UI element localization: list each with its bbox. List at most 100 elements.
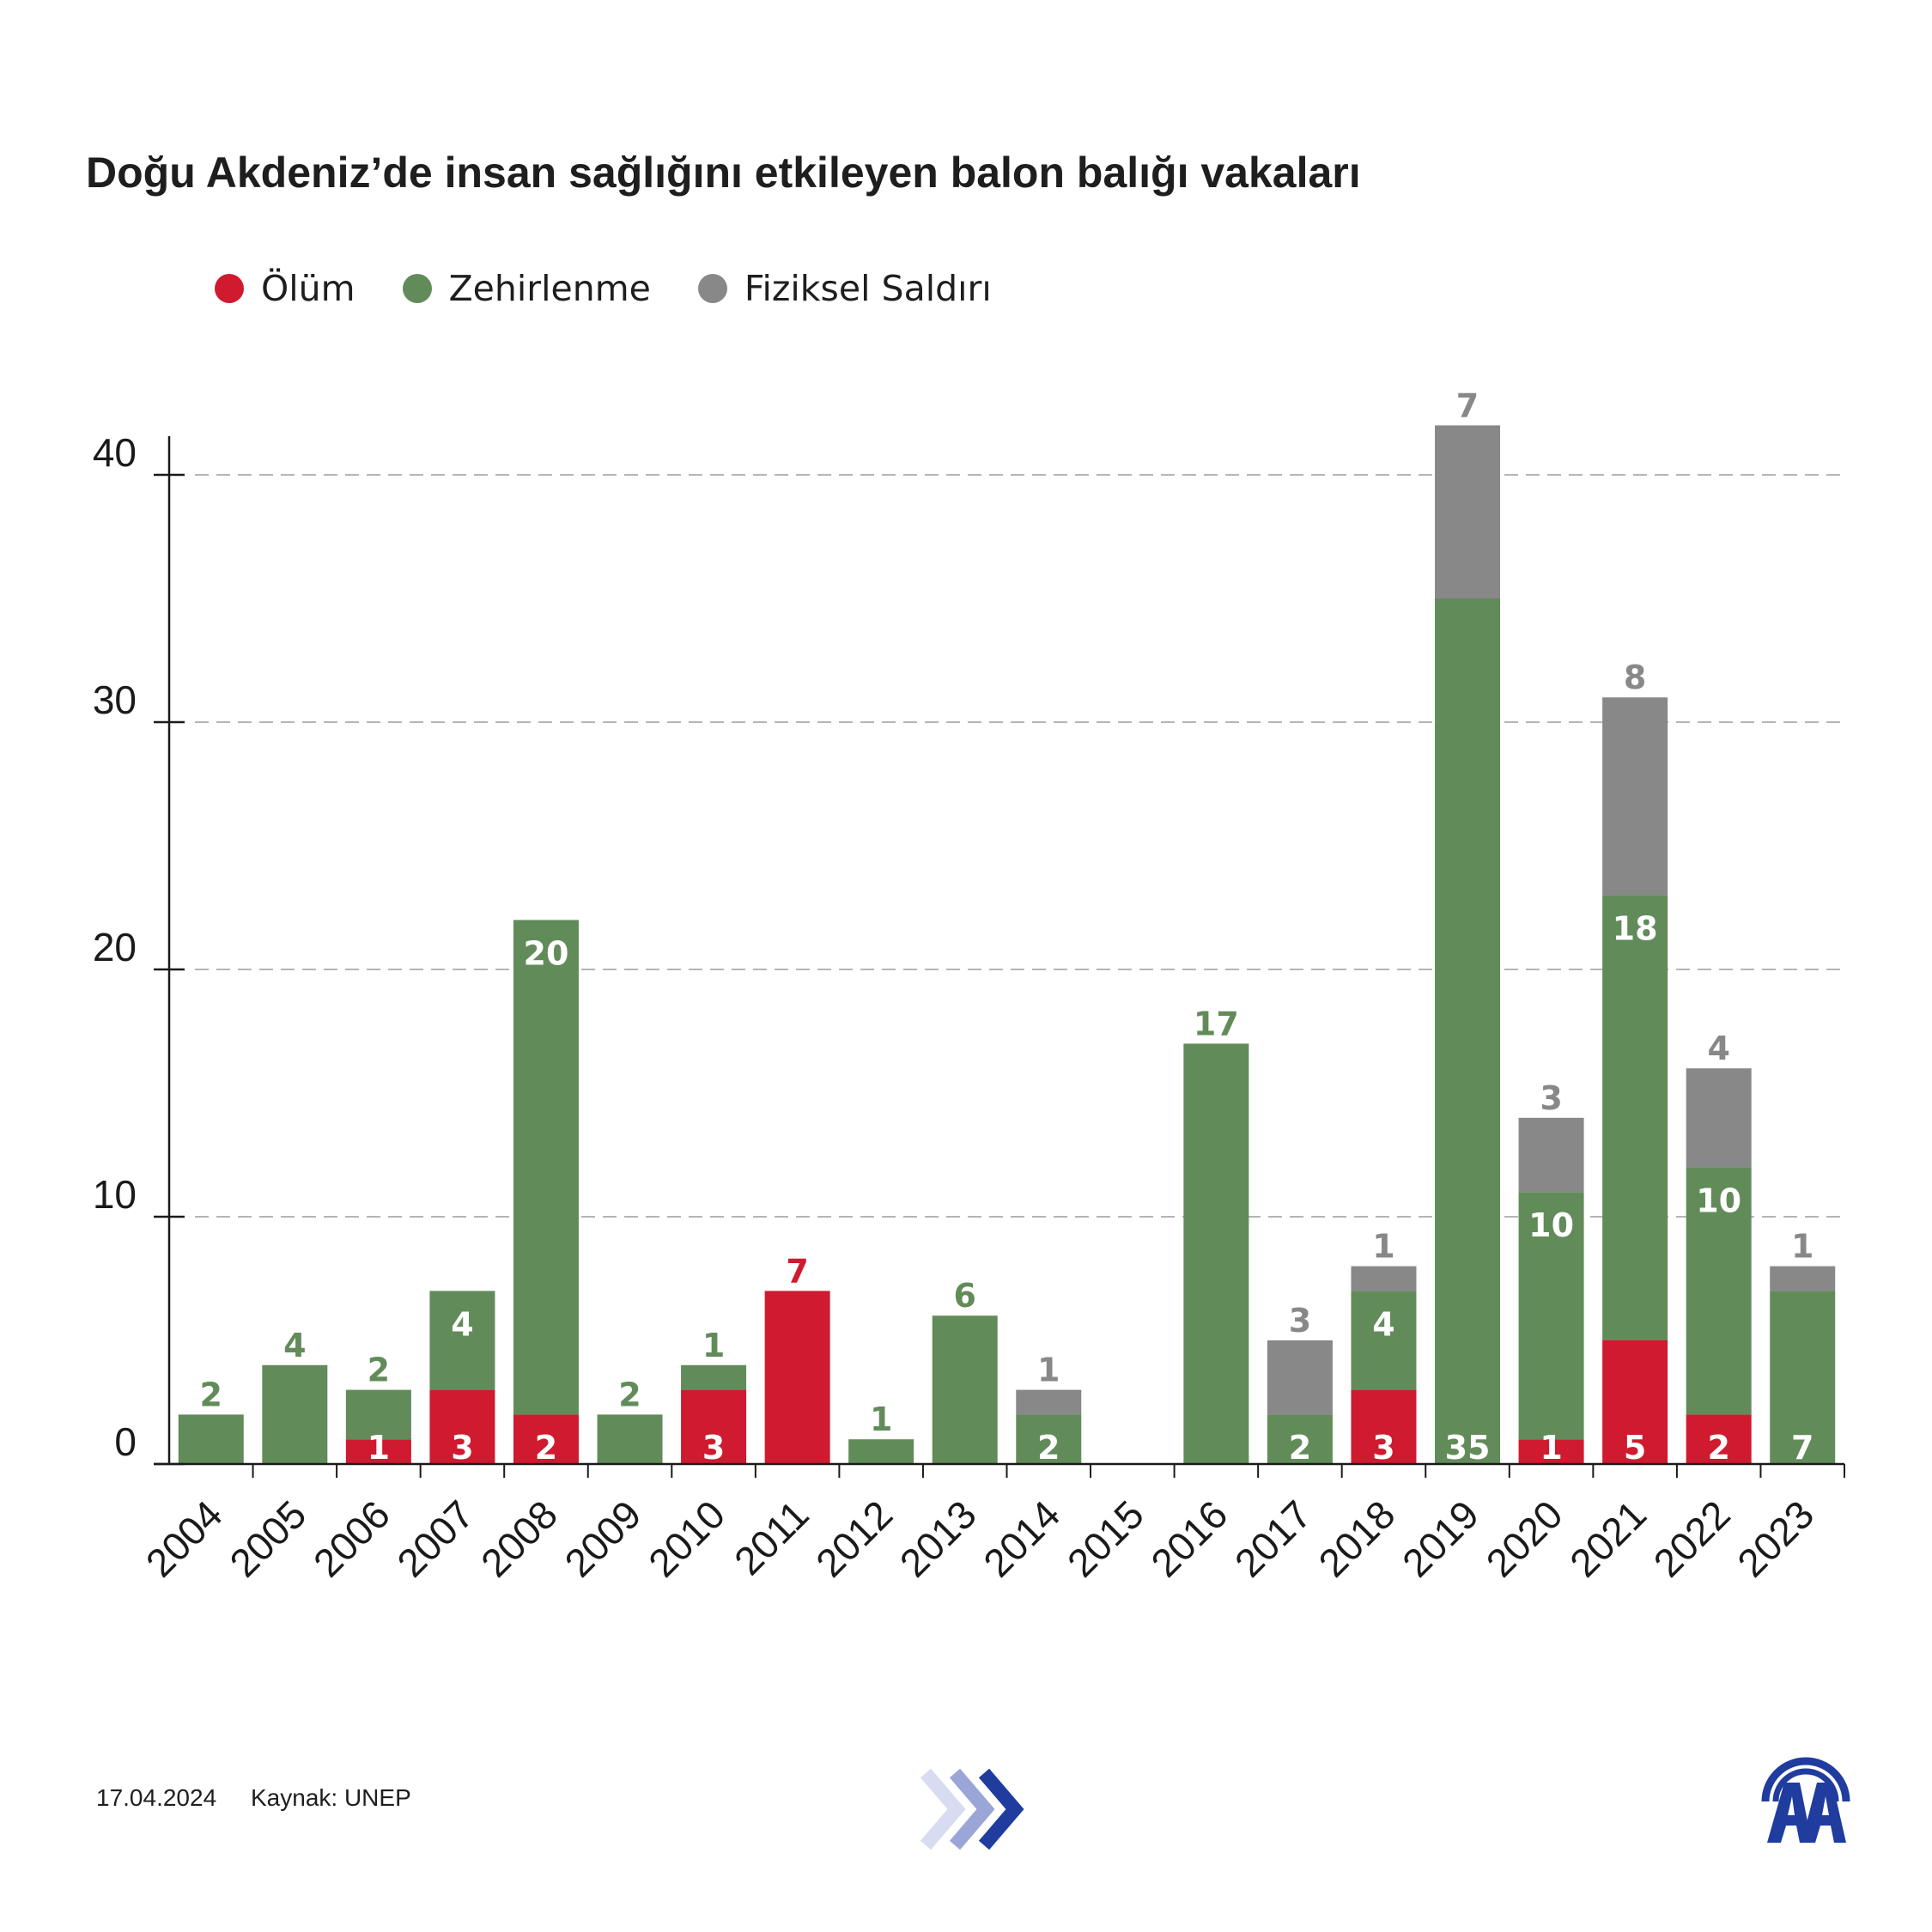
bar-fiziksel-saldiri-2019 <box>1435 425 1501 598</box>
legend-label-fiziksel-saldiri: Fiziksel Saldırı <box>744 268 992 309</box>
data-label-olum-2008: 2 <box>535 1429 557 1467</box>
y-tick-label-20: 20 <box>93 925 137 969</box>
data-label-zehirlenme-2010: 1 <box>702 1327 725 1364</box>
x-tick-label-2017: 2017 <box>1226 1492 1320 1585</box>
legend-swatch-fiziksel-saldiri <box>697 274 727 303</box>
data-label-olum-2022: 2 <box>1707 1429 1729 1467</box>
bar-fiziksel-saldiri-2021 <box>1602 697 1668 896</box>
bar-zehirlenme-2004 <box>178 1414 244 1464</box>
data-label-zehirlenme-2005: 4 <box>283 1327 306 1364</box>
chart-title: Doğu Akdeniz’de insan sağlığını etkileye… <box>86 149 1361 197</box>
data-label-zehirlenme-2007: 4 <box>451 1305 473 1343</box>
footer-source: Kaynak: UNEP <box>251 1784 411 1811</box>
x-tick-label-2008: 2008 <box>472 1492 566 1585</box>
bar-zehirlenme-2007 <box>429 1291 495 1390</box>
x-tick-label-2018: 2018 <box>1309 1492 1403 1585</box>
data-label-fiziksel-saldiri-2023: 1 <box>1791 1228 1814 1266</box>
bar-fiziksel-saldiri-2017 <box>1267 1340 1333 1415</box>
x-tick-label-2007: 2007 <box>388 1492 482 1585</box>
data-label-olum-2021: 5 <box>1624 1429 1646 1467</box>
y-tick-label-40: 40 <box>93 430 137 475</box>
x-tick-label-2014: 2014 <box>975 1492 1068 1585</box>
x-tick-label-2021: 2021 <box>1561 1492 1655 1585</box>
aa-logo-icon <box>1761 1757 1850 1843</box>
legend-swatch-olum <box>215 274 244 303</box>
data-label-zehirlenme-2008: 20 <box>524 934 569 972</box>
bar-fiziksel-saldiri-2022 <box>1686 1068 1752 1168</box>
bar-zehirlenme-2019 <box>1435 598 1501 1464</box>
x-tick-label-2009: 2009 <box>556 1492 649 1585</box>
data-label-fiziksel-saldiri-2020: 3 <box>1540 1079 1562 1117</box>
forward-chevrons-icon <box>920 1768 1024 1850</box>
bar-zehirlenme-2020 <box>1518 1192 1584 1440</box>
data-label-zehirlenme-2019: 35 <box>1445 1429 1491 1467</box>
legend-item-fiziksel-saldiri: Fiziksel Saldırı <box>697 268 992 309</box>
bar-zehirlenme-2014 <box>1016 1414 1082 1464</box>
x-tick-label-2011: 2011 <box>726 1492 817 1583</box>
y-tick-label-10: 10 <box>93 1172 137 1217</box>
data-label-olum-2018: 3 <box>1372 1429 1394 1467</box>
legend-label-olum: Ölüm <box>261 268 355 309</box>
bar-zehirlenme-2023 <box>1770 1291 1836 1464</box>
bar-olum-2006 <box>345 1439 411 1464</box>
bar-zehirlenme-2021 <box>1602 895 1668 1340</box>
x-tick-label-2015: 2015 <box>1059 1492 1152 1585</box>
x-tick-label-2016: 2016 <box>1142 1492 1236 1585</box>
data-label-zehirlenme-2009: 2 <box>618 1376 641 1413</box>
bar-zehirlenme-2010 <box>681 1364 747 1390</box>
bar-olum-2010 <box>681 1389 747 1464</box>
bar-zehirlenme-2012 <box>848 1439 914 1464</box>
data-label-zehirlenme-2006: 2 <box>368 1352 390 1389</box>
data-label-zehirlenme-2021: 18 <box>1613 910 1658 948</box>
y-tick-label-0: 0 <box>114 1419 137 1464</box>
data-label-fiziksel-saldiri-2014: 1 <box>1037 1352 1060 1389</box>
bar-zehirlenme-2005 <box>262 1364 328 1464</box>
data-label-olum-2006: 1 <box>368 1429 390 1467</box>
data-label-olum-2020: 1 <box>1540 1429 1562 1467</box>
bar-olum-2020 <box>1518 1439 1584 1464</box>
bar-zehirlenme-2006 <box>345 1389 411 1440</box>
data-label-zehirlenme-2012: 1 <box>870 1400 892 1438</box>
data-labels: 2412342202317162117233413571103518821047… <box>200 386 1814 1467</box>
bar-zehirlenme-2009 <box>597 1414 663 1464</box>
data-label-zehirlenme-2020: 10 <box>1528 1206 1574 1244</box>
x-tick-label-2012: 2012 <box>807 1492 901 1585</box>
legend-label-zehirlenme: Zehirlenme <box>448 268 651 309</box>
data-label-olum-2010: 3 <box>702 1429 725 1467</box>
bar-zehirlenme-2013 <box>932 1315 998 1464</box>
data-label-zehirlenme-2023: 7 <box>1791 1429 1814 1467</box>
bar-olum-2008 <box>513 1414 579 1464</box>
bar-zehirlenme-2018 <box>1351 1291 1417 1390</box>
data-label-fiziksel-saldiri-2017: 3 <box>1289 1302 1311 1340</box>
x-tick-label-2019: 2019 <box>1394 1492 1487 1585</box>
bar-olum-2011 <box>764 1291 830 1464</box>
legend-item-olum: Ölüm <box>215 268 355 309</box>
data-label-olum-2007: 3 <box>451 1429 473 1467</box>
bar-fiziksel-saldiri-2020 <box>1518 1117 1584 1193</box>
data-label-fiziksel-saldiri-2018: 1 <box>1372 1228 1394 1266</box>
data-label-zehirlenme-2017: 2 <box>1289 1429 1311 1467</box>
data-label-zehirlenme-2018: 4 <box>1372 1305 1394 1343</box>
data-label-zehirlenme-2016: 17 <box>1194 1005 1239 1042</box>
stacked-bar-chart: 2412342202317162117233413571103518821047… <box>93 386 1845 1585</box>
bar-fiziksel-saldiri-2023 <box>1770 1266 1836 1291</box>
data-label-zehirlenme-2013: 6 <box>953 1277 975 1315</box>
bar-zehirlenme-2022 <box>1686 1167 1752 1415</box>
x-tick-label-2013: 2013 <box>891 1492 985 1585</box>
bar-olum-2018 <box>1351 1389 1417 1464</box>
bar-olum-2022 <box>1686 1414 1752 1464</box>
data-label-zehirlenme-2004: 2 <box>200 1376 222 1413</box>
bar-olum-2007 <box>429 1389 495 1464</box>
bars <box>178 425 1836 1464</box>
x-tick-label-2010: 2010 <box>640 1492 733 1585</box>
data-label-fiziksel-saldiri-2021: 8 <box>1624 659 1646 696</box>
x-tick-label-2005: 2005 <box>221 1492 314 1585</box>
gridlines <box>195 474 1844 1218</box>
legend-swatch-zehirlenme <box>402 274 432 303</box>
y-tick-label-30: 30 <box>93 677 137 722</box>
bar-zehirlenme-2017 <box>1267 1414 1333 1464</box>
bar-olum-2021 <box>1602 1340 1668 1464</box>
bar-fiziksel-saldiri-2018 <box>1351 1266 1417 1291</box>
x-tick-label-2023: 2023 <box>1728 1492 1822 1585</box>
bar-fiziksel-saldiri-2014 <box>1016 1389 1082 1415</box>
